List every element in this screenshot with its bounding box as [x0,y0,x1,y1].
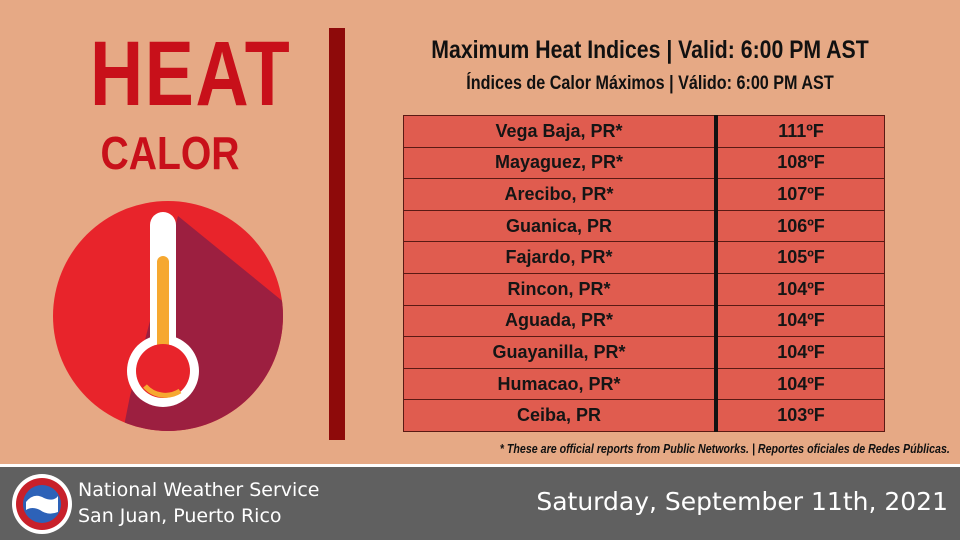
table-row: Ceiba, PR 103ºF [403,399,885,432]
heat-index: 107ºF [715,178,885,211]
location: Arecibo, PR* [403,178,718,211]
table-row: Aguada, PR* 104ºF [403,304,885,338]
location: Vega Baja, PR* [403,115,718,148]
location: Humacao, PR* [403,367,718,401]
table-row: Vega Baja, PR* 111ºF [403,115,885,148]
heat-index: 108ºF [715,146,885,180]
table-row: Humacao, PR* 104ºF [403,367,885,401]
location: Rincon, PR* [403,272,718,306]
heat-index: 104ºF [715,272,885,306]
footnote: * These are official reports from Public… [499,441,950,456]
heat-index: 104ºF [715,304,885,338]
location: Mayaguez, PR* [403,146,718,180]
table-title: Maximum Heat Indices | Valid: 6:00 PM AS… [431,36,869,64]
table-subtitle: Índices de Calor Máximos | Válido: 6:00 … [466,73,834,94]
heat-index: 104ºF [715,336,885,369]
location: Aguada, PR* [403,304,718,338]
org-name: National Weather Service [78,479,320,501]
table-row: Guanica, PR 106ºF [403,209,885,243]
location: Ceiba, PR [403,399,718,432]
date: Saturday, September 11th, 2021 [536,487,948,516]
location: Guayanilla, PR* [403,336,718,369]
heat-table: Vega Baja, PR* 111ºF Mayaguez, PR* 108ºF Are… [403,115,885,432]
location: Guanica, PR [403,209,718,243]
nws-logo [12,474,72,534]
footer-bar [0,464,960,540]
table-row: Mayaguez, PR* 108ºF [403,146,885,180]
calor-title: CALOR [100,127,240,179]
table-row: Fajardo, PR* 105ºF [403,241,885,274]
heat-title: HEAT [90,23,292,125]
heat-index: 111ºF [715,115,885,148]
office-name: San Juan, Puerto Rico [78,505,282,527]
thermometer-icon [53,201,283,431]
table-row: Arecibo, PR* 107ºF [403,178,885,211]
table-row: Guayanilla, PR* 104ºF [403,336,885,369]
divider [329,28,345,440]
location: Fajardo, PR* [403,241,718,274]
heat-index: 105ºF [715,241,885,274]
heat-index: 103ºF [715,399,885,432]
table-row: Rincon, PR* 104ºF [403,272,885,306]
heat-index: 104ºF [715,367,885,401]
heat-index: 106ºF [715,209,885,243]
